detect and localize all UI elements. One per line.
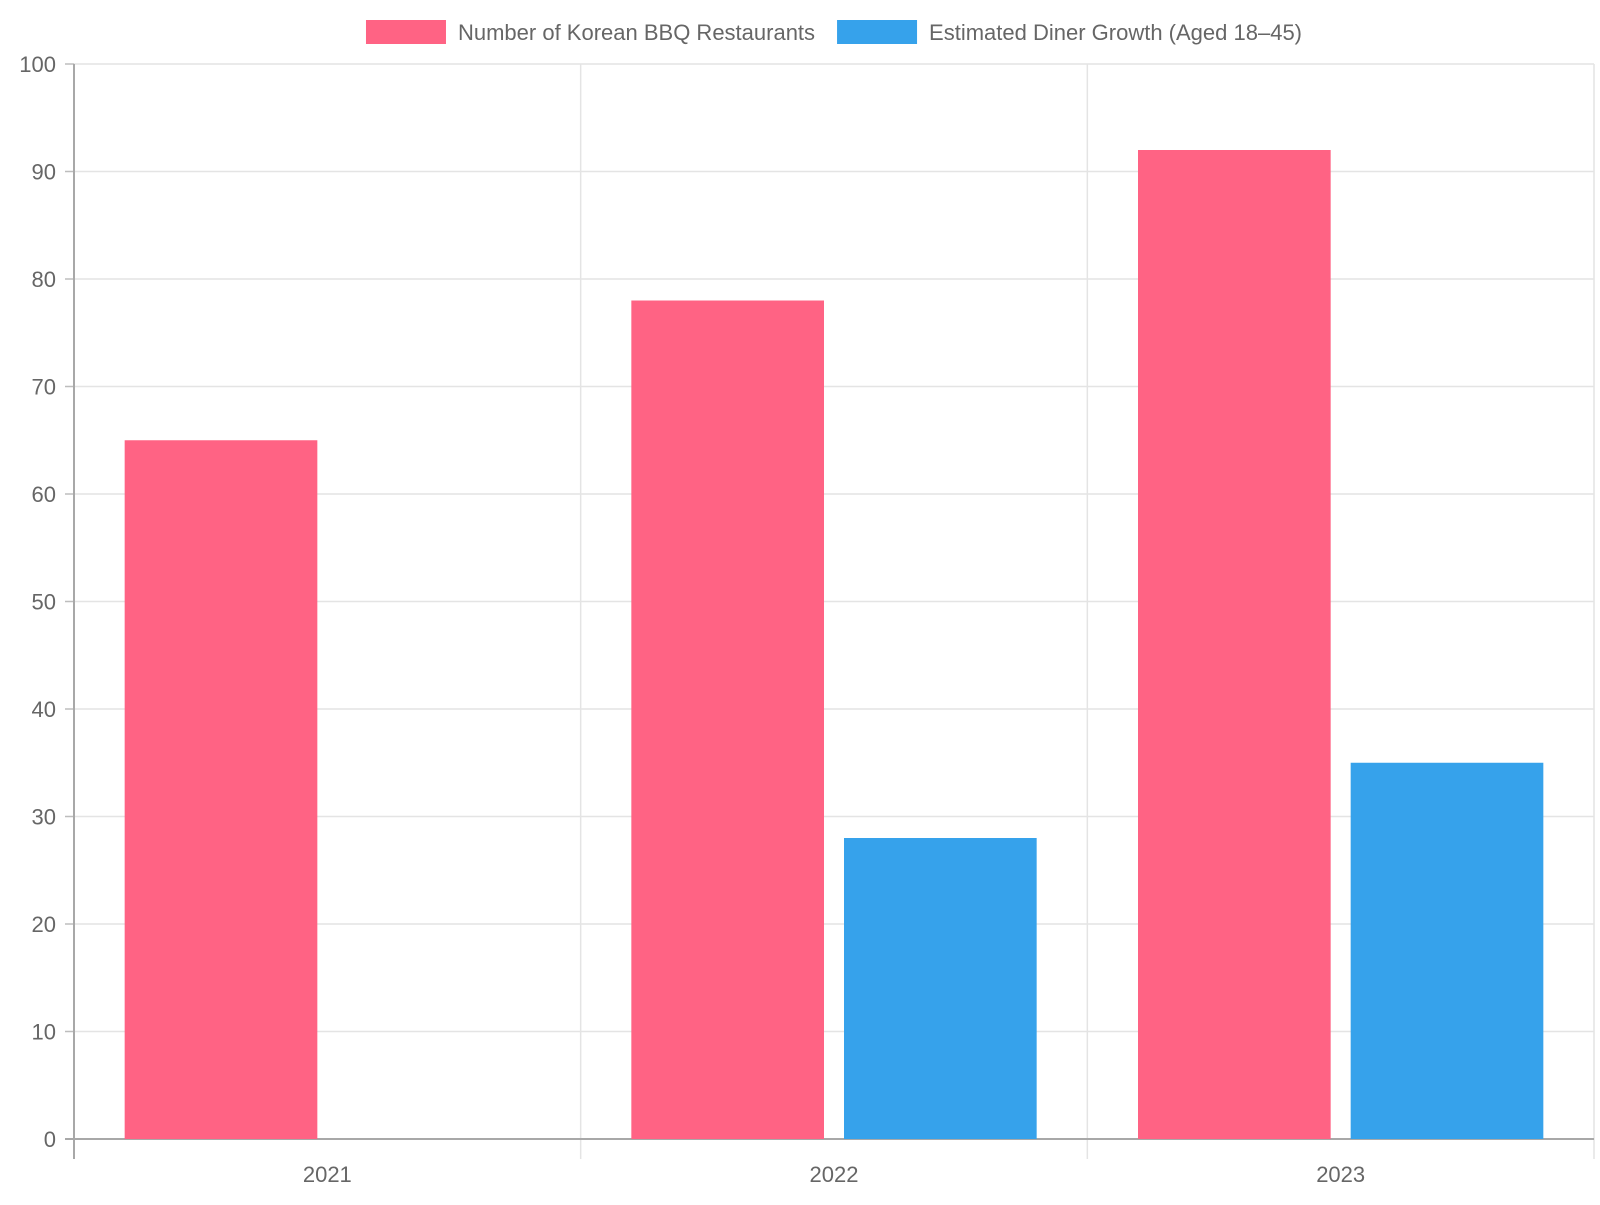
legend-label: Number of Korean BBQ Restaurants	[458, 20, 815, 45]
y-tick-label: 20	[32, 912, 56, 937]
bar-series-1-2021	[124, 440, 318, 1139]
x-tick-label: 2023	[1316, 1162, 1365, 1187]
bar-series-2-2023	[1350, 762, 1544, 1139]
y-tick-label: 10	[32, 1020, 56, 1045]
legend-label: Estimated Diner Growth (Aged 18–45)	[929, 20, 1302, 45]
y-tick-label: 100	[19, 52, 56, 77]
y-tick-label: 90	[32, 160, 56, 185]
bar-series-1-2022	[631, 300, 824, 1139]
y-tick-label: 0	[44, 1127, 56, 1152]
y-tick-label: 50	[32, 590, 56, 615]
axes: 0 10 20 30 40 50 60 70 80 90 100 2021 2022 2023	[19, 52, 1594, 1187]
bar-series-2-2022	[844, 838, 1037, 1139]
y-tick-label: 70	[32, 375, 56, 400]
y-tick-label: 30	[32, 805, 56, 830]
x-tick-label: 2022	[810, 1162, 859, 1187]
y-tick-label: 80	[32, 267, 56, 292]
legend-item: Number of Korean BBQ Restaurants	[365, 20, 815, 45]
grid	[65, 63, 1595, 1159]
bar-series-1-2023	[1138, 150, 1331, 1139]
y-tick-label: 40	[32, 697, 56, 722]
legend-swatch	[837, 20, 918, 44]
legend: Number of Korean BBQ Restaurants Estimate…	[365, 20, 1302, 45]
bars	[124, 150, 1544, 1139]
legend-item: Estimated Diner Growth (Aged 18–45)	[837, 20, 1302, 45]
y-tick-label: 60	[32, 482, 56, 507]
x-tick-label: 2021	[303, 1162, 352, 1187]
legend-swatch	[365, 20, 446, 44]
